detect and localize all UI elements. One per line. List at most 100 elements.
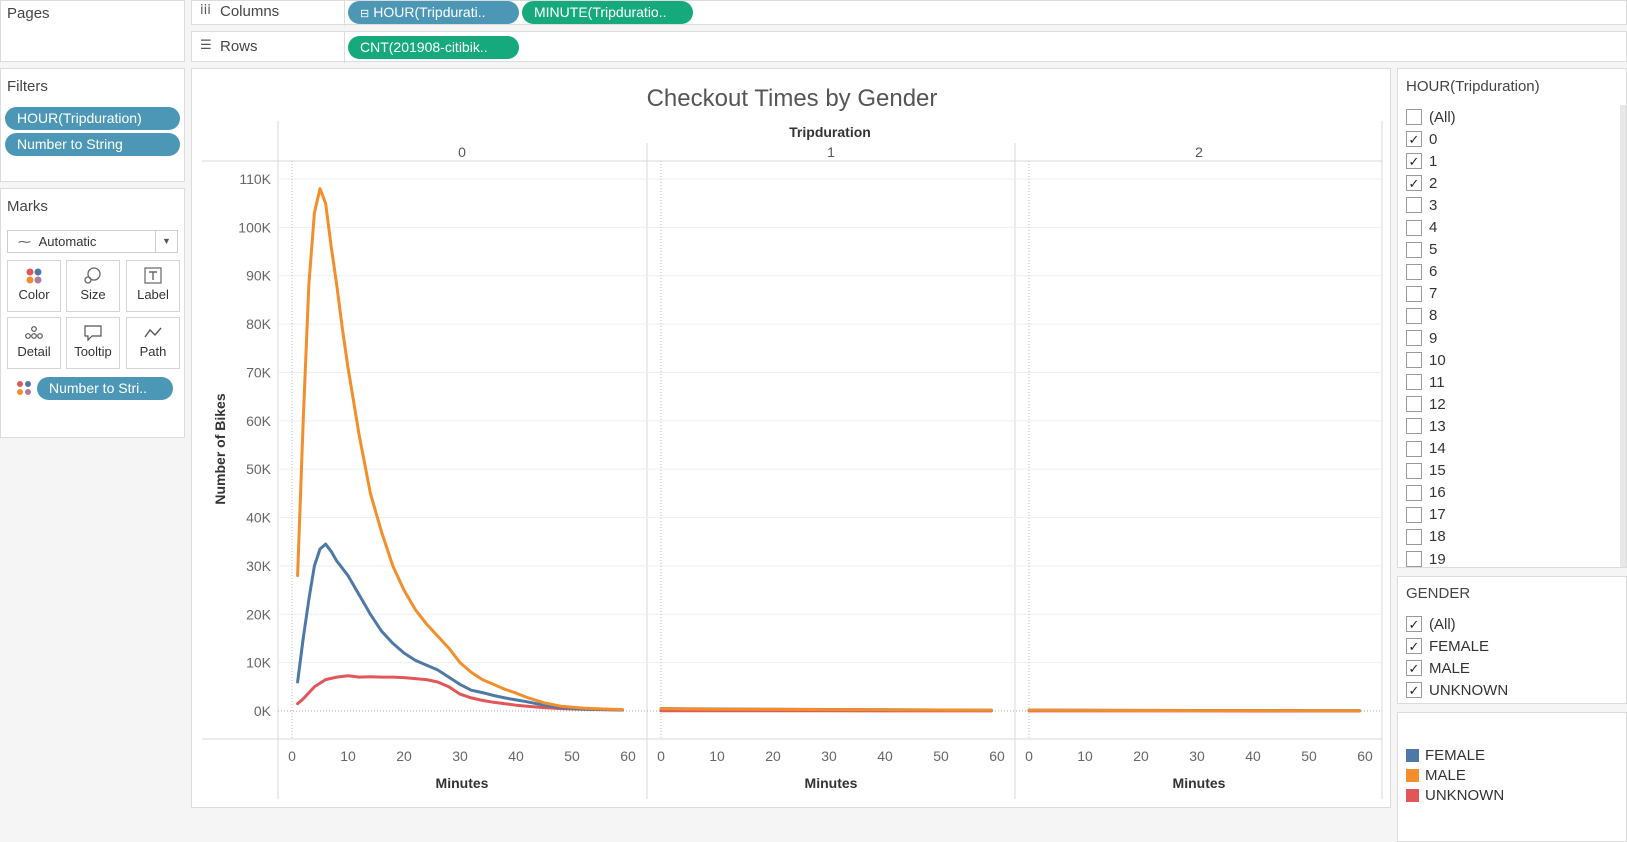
legend-item-label: UNKNOWN bbox=[1425, 787, 1505, 804]
checkbox-checked-icon[interactable]: ✓ bbox=[1406, 153, 1422, 170]
chevron-down-icon[interactable]: ▼ bbox=[155, 231, 177, 252]
hour-filter-item[interactable]: 8 bbox=[1406, 306, 1437, 326]
checkbox-icon[interactable] bbox=[1406, 484, 1422, 501]
hour-filter-item[interactable]: 14 bbox=[1406, 439, 1446, 459]
hour-filter-title: HOUR(Tripduration) bbox=[1406, 78, 1540, 95]
filter-pill-number-label: Number to String bbox=[17, 136, 123, 152]
line-chart: Checkout Times by Gender Tripduration Nu… bbox=[202, 85, 1383, 799]
hour-filter-item[interactable]: 19 bbox=[1406, 549, 1446, 567]
hour-filter-item[interactable]: 7 bbox=[1406, 284, 1437, 304]
checkbox-icon[interactable] bbox=[1406, 241, 1422, 258]
checkbox-checked-icon[interactable]: ✓ bbox=[1406, 131, 1422, 148]
legend-item[interactable]: FEMALE bbox=[1406, 747, 1485, 764]
columns-pill-hour[interactable]: ⊟ HOUR(Tripdurati.. bbox=[348, 1, 519, 24]
chart-title: Checkout Times by Gender bbox=[647, 85, 938, 112]
columns-shelf[interactable]: iii Columns ⊟ HOUR(Tripdurati.. MINUTE(Tr… bbox=[191, 0, 1627, 26]
rows-shelf[interactable]: ☰ Rows CNT(201908-citibik.. bbox=[191, 31, 1627, 63]
checkbox-checked-icon[interactable]: ✓ bbox=[1406, 616, 1422, 632]
y-tick-label: 80K bbox=[246, 316, 272, 332]
collapse-icon[interactable]: ⊟ bbox=[360, 8, 370, 20]
hour-filter-item[interactable]: ✓ 2 bbox=[1406, 173, 1437, 193]
color-button[interactable]: Color bbox=[7, 260, 61, 312]
hour-filter-item[interactable]: 18 bbox=[1406, 527, 1446, 547]
checkbox-icon[interactable] bbox=[1406, 285, 1422, 302]
pages-shelf[interactable]: Pages bbox=[0, 0, 185, 62]
hour-filter-item[interactable]: 17 bbox=[1406, 505, 1446, 525]
series-line-female bbox=[296, 542, 624, 712]
size-button[interactable]: Size bbox=[66, 260, 120, 312]
filters-card: Filters HOUR(Tripduration) Number to Str… bbox=[0, 68, 185, 182]
scrollbar[interactable] bbox=[1620, 105, 1626, 567]
hour-filter-item[interactable]: 9 bbox=[1406, 328, 1437, 348]
x-tick-label: 40 bbox=[877, 748, 893, 764]
hour-filter-item[interactable]: 12 bbox=[1406, 394, 1446, 414]
checkbox-icon[interactable] bbox=[1406, 263, 1422, 280]
tooltip-button-label: Tooltip bbox=[74, 344, 112, 359]
gender-filter-item-label: FEMALE bbox=[1429, 637, 1490, 655]
checkbox-icon[interactable] bbox=[1406, 197, 1422, 214]
legend-item[interactable]: UNKNOWN bbox=[1406, 787, 1504, 804]
checkbox-checked-icon[interactable]: ✓ bbox=[1406, 175, 1422, 192]
hour-filter-item[interactable]: ✓ 1 bbox=[1406, 151, 1437, 171]
tooltip-button[interactable]: Tooltip bbox=[66, 317, 120, 369]
mark-type-dropdown[interactable]: ⁓ Automatic ▼ bbox=[7, 230, 178, 253]
checkbox-icon[interactable] bbox=[1406, 440, 1422, 457]
hour-filter-item-label: 17 bbox=[1429, 506, 1446, 524]
hour-filter-item[interactable]: 15 bbox=[1406, 461, 1446, 481]
gender-filter-item[interactable]: ✓ (All) bbox=[1406, 614, 1456, 634]
gender-filter-item[interactable]: ✓ UNKNOWN bbox=[1406, 680, 1508, 700]
x-tick-label: 20 bbox=[765, 748, 781, 764]
facet-label: 1 bbox=[827, 144, 835, 160]
y-tick-label: 100K bbox=[238, 219, 271, 235]
hour-filter-item[interactable]: 6 bbox=[1406, 262, 1437, 282]
hour-filter-card: HOUR(Tripduration) (All) ✓ 0 ✓ 1 ✓ 2 3 4 5 6 7 8 9 10 1… bbox=[1397, 68, 1627, 568]
checkbox-icon[interactable] bbox=[1406, 528, 1422, 545]
label-t-icon bbox=[127, 261, 179, 287]
hour-filter-item[interactable]: (All) bbox=[1406, 107, 1456, 127]
hour-filter-item-label: 15 bbox=[1429, 462, 1446, 480]
hour-filter-item[interactable]: 13 bbox=[1406, 416, 1446, 436]
filter-pill-number-to-string[interactable]: Number to String bbox=[5, 133, 180, 156]
hour-filter-item[interactable]: 4 bbox=[1406, 218, 1437, 238]
legend-item[interactable]: MALE bbox=[1406, 767, 1466, 784]
gender-filter-item[interactable]: ✓ FEMALE bbox=[1406, 636, 1489, 656]
hour-filter-item-label: 4 bbox=[1429, 219, 1438, 236]
checkbox-icon[interactable] bbox=[1406, 330, 1422, 346]
checkbox-icon[interactable] bbox=[1406, 109, 1422, 125]
checkbox-icon[interactable] bbox=[1406, 462, 1422, 479]
hour-filter-item[interactable]: 16 bbox=[1406, 483, 1446, 503]
facet-header: Tripduration bbox=[789, 124, 871, 140]
rows-divider bbox=[344, 32, 345, 63]
columns-pill-minute[interactable]: MINUTE(Tripduratio.. bbox=[522, 1, 693, 24]
gender-filter-item[interactable]: ✓ MALE bbox=[1406, 658, 1470, 678]
hour-filter-item[interactable]: ✓ 0 bbox=[1406, 129, 1437, 149]
label-button[interactable]: Label bbox=[126, 260, 180, 312]
checkbox-icon[interactable] bbox=[1406, 396, 1422, 413]
gender-filter-item-label: (All) bbox=[1429, 615, 1456, 633]
checkbox-checked-icon[interactable]: ✓ bbox=[1406, 660, 1422, 677]
hour-filter-item[interactable]: 11 bbox=[1406, 372, 1445, 392]
hour-filter-item-label: 8 bbox=[1429, 307, 1438, 325]
rows-pill-cnt[interactable]: CNT(201908-citibik.. bbox=[348, 36, 519, 59]
facet-label: 2 bbox=[1195, 144, 1203, 160]
checkbox-icon[interactable] bbox=[1406, 418, 1422, 435]
filter-pill-hour[interactable]: HOUR(Tripduration) bbox=[5, 107, 180, 130]
hour-filter-item[interactable]: 10 bbox=[1406, 350, 1446, 370]
checkbox-icon[interactable] bbox=[1406, 506, 1422, 523]
hour-filter-item-label: 3 bbox=[1429, 196, 1438, 214]
detail-button[interactable]: Detail bbox=[7, 317, 61, 369]
checkbox-icon[interactable] bbox=[1406, 551, 1422, 567]
checkbox-icon[interactable] bbox=[1406, 307, 1422, 324]
checkbox-checked-icon[interactable]: ✓ bbox=[1406, 682, 1422, 699]
checkbox-checked-icon[interactable]: ✓ bbox=[1406, 638, 1422, 655]
checkbox-icon[interactable] bbox=[1406, 219, 1422, 236]
checkbox-icon[interactable] bbox=[1406, 352, 1422, 369]
x-tick-label: 10 bbox=[340, 748, 356, 764]
marks-card: Marks ⁓ Automatic ▼ Color Size Label Det… bbox=[0, 188, 185, 438]
hour-filter-item[interactable]: 5 bbox=[1406, 240, 1437, 260]
color-encoding-pill[interactable]: Number to Stri.. bbox=[37, 377, 173, 400]
hour-filter-item[interactable]: 3 bbox=[1406, 195, 1437, 215]
x-axis-label: Minutes bbox=[805, 775, 858, 791]
checkbox-icon[interactable] bbox=[1406, 374, 1422, 391]
path-button[interactable]: Path bbox=[126, 317, 180, 369]
